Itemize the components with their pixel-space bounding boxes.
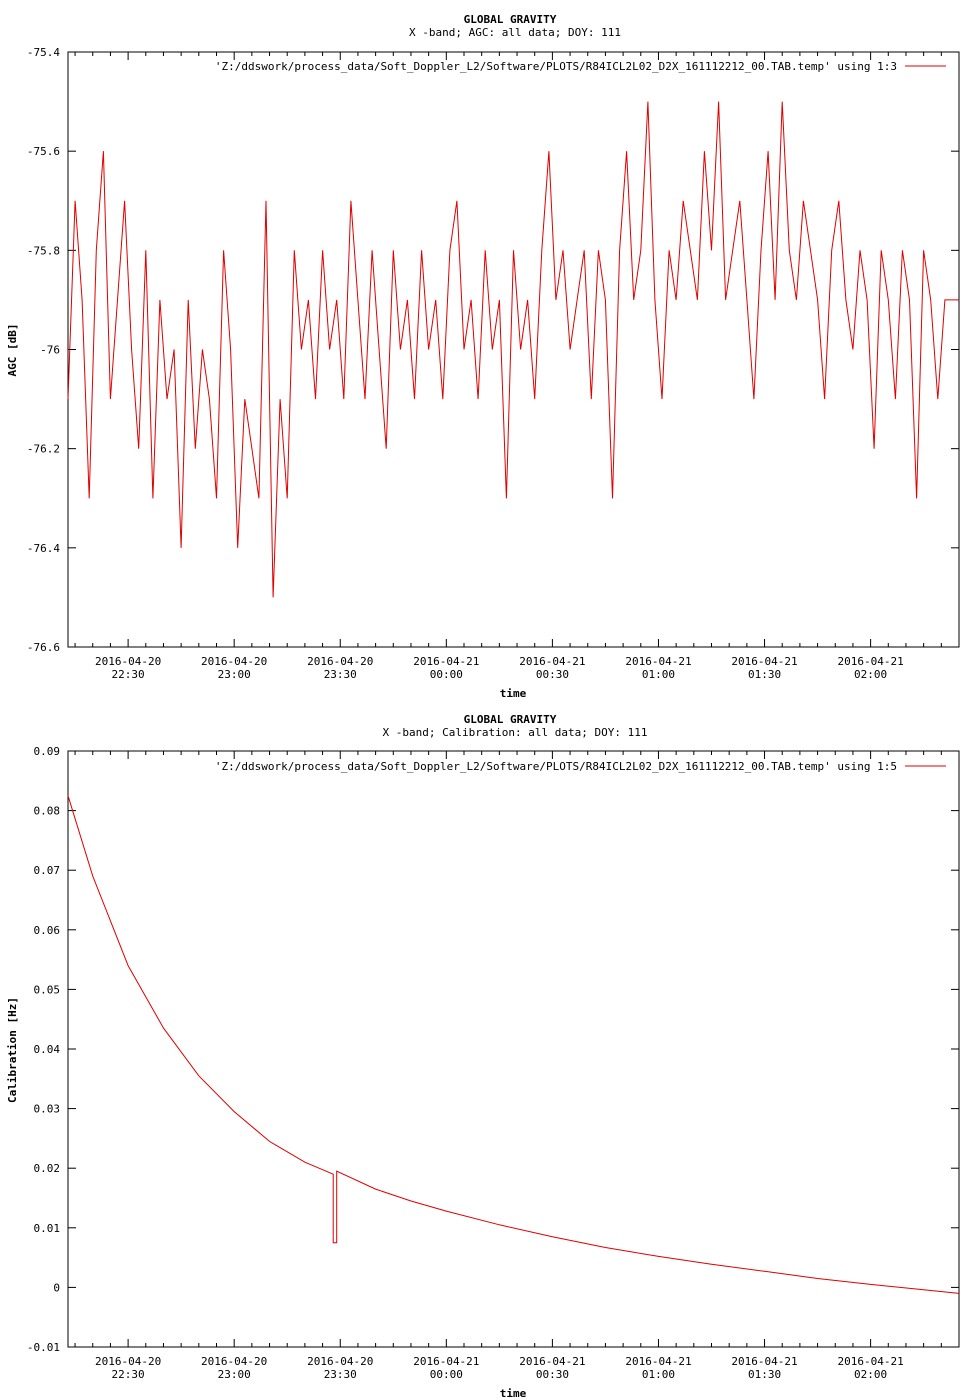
cal-x-tick-date: 2016-04-21 [837, 1355, 903, 1368]
agc-chart-title: GLOBAL GRAVITY [464, 13, 557, 26]
cal-x-tick-time: 23:30 [324, 1368, 357, 1381]
agc-y-tick-label: -76.6 [27, 641, 60, 654]
cal-chart-title: GLOBAL GRAVITY [464, 713, 557, 726]
cal-y-tick-label: 0.04 [34, 1043, 61, 1056]
agc-x-tick-date: 2016-04-20 [307, 655, 373, 668]
cal-y-tick-label: 0.07 [34, 864, 61, 877]
agc-y-axis-label: AGC [dB] [6, 324, 19, 377]
cal-x-tick-time: 01:00 [642, 1368, 675, 1381]
agc-y-tick-label: -76 [40, 344, 60, 357]
cal-legend-label: 'Z:/ddswork/process_data/Soft_Doppler_L2… [215, 760, 897, 773]
calibration-chart: GLOBAL GRAVITY X -band; Calibration: all… [6, 713, 960, 1400]
cal-y-tick-label: 0.03 [34, 1103, 61, 1116]
agc-x-tick-date: 2016-04-20 [201, 655, 267, 668]
cal-y-tick-label: 0.01 [34, 1222, 61, 1235]
cal-chart-subtitle: X -band; Calibration: all data; DOY: 111 [383, 726, 648, 739]
agc-x-tick-date: 2016-04-21 [519, 655, 585, 668]
cal-x-tick-date: 2016-04-20 [201, 1355, 267, 1368]
agc-y-tick-label: -75.4 [27, 46, 60, 59]
agc-y-tick-label: -76.4 [27, 542, 60, 555]
cal-x-tick-time: 23:00 [218, 1368, 251, 1381]
agc-x-ticks: 2016-04-2022:302016-04-2023:002016-04-20… [74, 52, 960, 681]
agc-x-tick-time: 01:00 [642, 668, 675, 681]
cal-y-tick-label: 0.09 [34, 745, 61, 758]
cal-x-tick-date: 2016-04-20 [95, 1355, 161, 1368]
cal-x-axis-label: time [500, 1387, 527, 1400]
agc-chart: GLOBAL GRAVITY X -band; AGC: all data; D… [6, 13, 960, 700]
agc-x-tick-time: 23:00 [218, 668, 251, 681]
agc-x-axis-label: time [500, 687, 527, 700]
agc-y-tick-label: -75.8 [27, 244, 60, 257]
agc-y-tick-label: -75.6 [27, 145, 60, 158]
cal-y-tick-label: 0.08 [34, 805, 61, 818]
cal-y-ticks: 0.09 0.08 0.07 0.06 0.05 0.04 0.03 0.02 0.01 0 -0.… [27, 745, 959, 1354]
cal-x-tick-date: 2016-04-21 [731, 1355, 797, 1368]
cal-x-ticks: 2016-04-2022:302016-04-2023:002016-04-20… [74, 751, 960, 1381]
cal-plot-frame [67, 750, 960, 1348]
cal-x-tick-date: 2016-04-21 [413, 1355, 479, 1368]
cal-y-tick-label: 0.02 [34, 1162, 61, 1175]
agc-series-line [67, 101, 959, 598]
cal-x-tick-time: 02:00 [854, 1368, 887, 1381]
agc-x-tick-date: 2016-04-21 [625, 655, 691, 668]
agc-plot-frame [67, 51, 960, 648]
cal-x-tick-time: 22:30 [112, 1368, 145, 1381]
agc-legend-label: 'Z:/ddswork/process_data/Soft_Doppler_L2… [215, 60, 897, 73]
cal-y-axis-label: Calibration [Hz] [6, 997, 19, 1103]
cal-x-tick-time: 00:30 [536, 1368, 569, 1381]
cal-y-tick-label: -0.01 [27, 1341, 60, 1354]
agc-y-tick-label: -76.2 [27, 443, 60, 456]
cal-y-tick-label: 0.06 [34, 924, 61, 937]
cal-x-tick-time: 01:30 [748, 1368, 781, 1381]
cal-x-tick-time: 00:00 [430, 1368, 463, 1381]
agc-x-tick-time: 00:30 [536, 668, 569, 681]
agc-x-tick-time: 01:30 [748, 668, 781, 681]
agc-chart-subtitle: X -band; AGC: all data; DOY: 111 [409, 26, 621, 39]
agc-x-tick-date: 2016-04-21 [731, 655, 797, 668]
cal-y-tick-label: 0.05 [34, 983, 61, 996]
agc-x-tick-time: 23:30 [324, 668, 357, 681]
cal-x-tick-date: 2016-04-20 [307, 1355, 373, 1368]
cal-series-line [67, 795, 960, 1294]
agc-y-ticks: -75.4 -75.6 -75.8 -76 -76.2 -76.4 -76.6 [27, 46, 959, 654]
agc-x-tick-time: 00:00 [430, 668, 463, 681]
cal-x-tick-date: 2016-04-21 [625, 1355, 691, 1368]
agc-x-tick-date: 2016-04-21 [413, 655, 479, 668]
cal-x-tick-date: 2016-04-21 [519, 1355, 585, 1368]
agc-x-tick-date: 2016-04-20 [95, 655, 161, 668]
agc-x-tick-time: 22:30 [112, 668, 145, 681]
cal-y-tick-label: 0 [53, 1281, 60, 1294]
agc-x-tick-date: 2016-04-21 [837, 655, 903, 668]
agc-x-tick-time: 02:00 [854, 668, 887, 681]
